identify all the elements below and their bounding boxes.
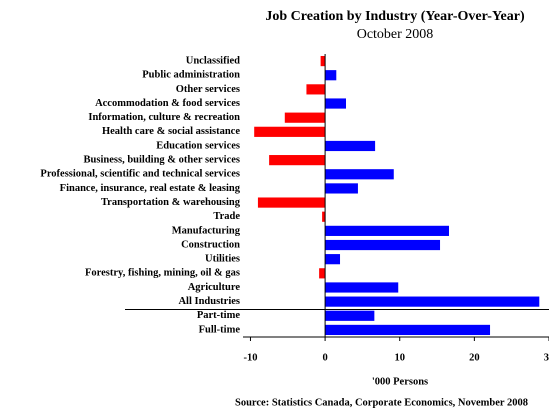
bar — [325, 140, 376, 152]
y-tick-label: Other services — [176, 84, 240, 95]
y-tick-label: Part-time — [197, 310, 240, 321]
bar — [306, 84, 326, 95]
bar — [325, 324, 491, 336]
y-tick-label: Business, building & other services — [84, 155, 240, 166]
y-tick-label: Professional, scientific and technical s… — [40, 169, 240, 180]
x-tick-label: 0 — [322, 352, 327, 363]
y-tick-label: Trade — [213, 211, 240, 222]
y-tick-label: Finance, insurance, real estate & leasin… — [60, 183, 241, 194]
y-tick-label: Construction — [181, 239, 240, 250]
bar — [325, 296, 540, 307]
bar — [319, 268, 326, 279]
y-tick-label: Health care & social assistance — [102, 126, 240, 137]
chart-subtitle: October 2008 — [357, 27, 434, 42]
chart-title: Job Creation by Industry (Year-Over-Year… — [265, 9, 525, 24]
bar — [325, 282, 399, 293]
bar — [325, 254, 341, 265]
y-tick-label: Information, culture & recreation — [88, 112, 240, 123]
y-tick-label: Manufacturing — [172, 225, 241, 236]
bar — [254, 126, 326, 137]
y-tick-label: Transportation & warehousing — [101, 197, 241, 208]
bar — [325, 310, 375, 321]
bar — [325, 183, 358, 194]
bar — [284, 112, 326, 123]
source-note: Source: Statistics Canada, Corporate Eco… — [235, 397, 528, 408]
bar — [325, 169, 394, 180]
y-tick-label: Public administration — [142, 70, 240, 81]
x-tick-label: 20 — [469, 352, 480, 363]
y-tick-label: Utilities — [205, 254, 240, 265]
y-tick-label: Accommodation & food services — [95, 98, 240, 109]
y-tick-label: All Industries — [178, 296, 240, 307]
x-tick-label: 30 — [544, 352, 549, 363]
bar — [269, 155, 326, 166]
y-tick-label: Forestry, fishing, mining, oil & gas — [85, 268, 240, 279]
y-tick-label: Full-time — [199, 324, 241, 335]
bar — [257, 197, 326, 208]
bar — [325, 98, 346, 109]
x-axis-label: '000 Persons — [372, 376, 428, 387]
x-tick-label: 10 — [394, 352, 405, 363]
bar — [325, 225, 449, 236]
bar — [322, 211, 326, 222]
y-tick-label: Unclassified — [186, 55, 240, 66]
bar — [320, 55, 326, 67]
bar — [325, 70, 337, 81]
y-tick-label: Education services — [156, 140, 240, 151]
x-tick-label: -10 — [243, 352, 257, 363]
y-tick-label: Agriculture — [188, 282, 241, 293]
bar — [325, 239, 441, 251]
